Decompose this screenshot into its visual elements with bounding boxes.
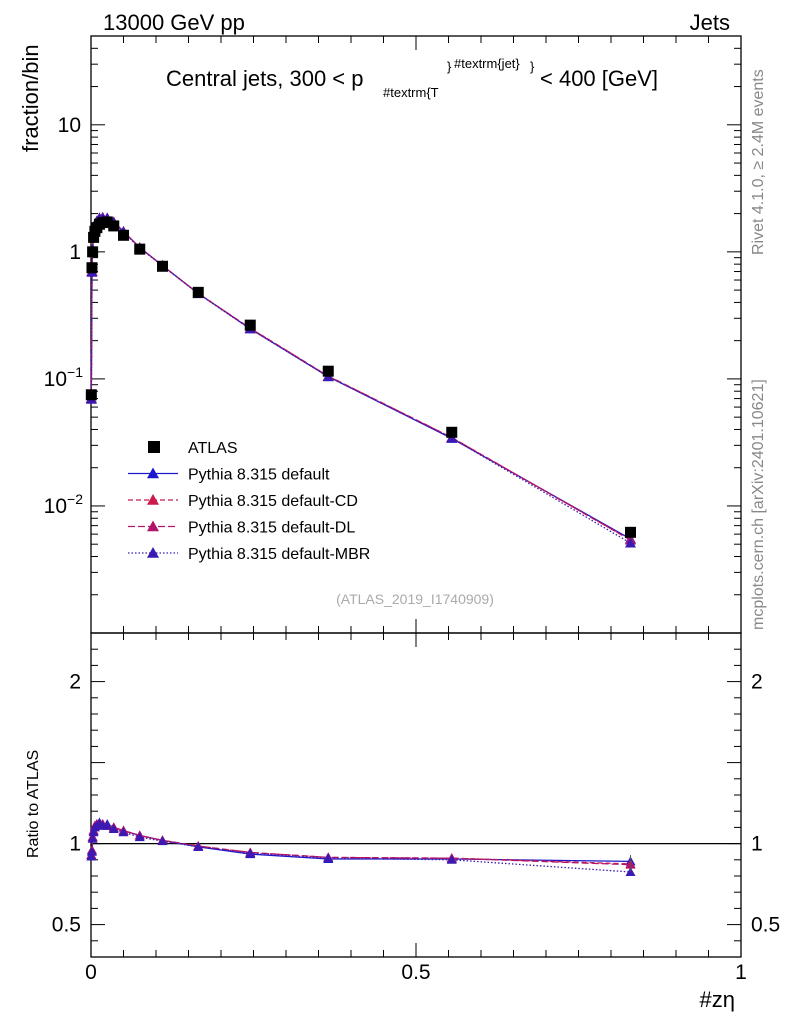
ratio-panel-frame (90, 632, 742, 958)
atlas-data-point (87, 246, 99, 258)
main-title-bracket-close: } (530, 59, 535, 74)
atlas-data-point (157, 260, 168, 272)
main-y-tick-label: 10−1 (44, 364, 84, 391)
main-title-bracket-open: } (447, 59, 452, 74)
atlas-data-point (85, 389, 97, 401)
ratio-axis-ticks: 0.5 0.5 1 1 2 2 0 0.5 1 (52, 632, 780, 984)
legend-entry: Pythia 8.315 default-CD (128, 493, 358, 510)
x-tick-label: 1 (735, 961, 747, 984)
legend-entry: Pythia 8.315 default-DL (128, 520, 355, 537)
legend-label: Pythia 8.315 default-DL (188, 520, 355, 537)
ratio-series-marker (193, 841, 204, 851)
rivet-version-label: Rivet 4.1.0, ≥ 2.4M events (750, 69, 767, 255)
ratio-series-marker (446, 854, 457, 864)
ratio-y-tick-label: 0.5 (52, 914, 81, 937)
header-energy: 13000 GeV pp (103, 10, 245, 35)
x-tick-label: 0 (85, 961, 97, 984)
ratio-y-tick-label: 1 (69, 833, 81, 856)
atlas-data-point (322, 365, 334, 377)
main-series-line (90, 216, 631, 541)
ratio-series-line (90, 821, 631, 863)
ratio-series-marker (323, 853, 334, 863)
legend-label: Pythia 8.315 default-CD (188, 493, 358, 510)
main-title-suffix: < 400 [GeV] (540, 66, 658, 91)
legend-marker-triangle (147, 494, 159, 505)
atlas-data-point (244, 319, 256, 331)
atlas-data-point (86, 262, 98, 274)
main-series-marker (625, 537, 636, 548)
ratio-series-marker (86, 851, 97, 861)
ratio-series-marker (625, 866, 636, 876)
legend-marker-triangle (147, 520, 159, 532)
legend-marker-triangle (147, 467, 159, 479)
atlas-data-point (101, 216, 113, 228)
main-series-line (90, 216, 631, 540)
x-tick-label: 0.5 (401, 961, 430, 984)
ratio-y-tick-label: 2 (69, 671, 81, 694)
main-y-axis-label: fraction/bin (18, 44, 43, 152)
legend-label: ATLAS (188, 440, 238, 457)
header-category: Jets (690, 10, 730, 35)
main-series-line (90, 216, 631, 541)
main-y-tick-label: 10−2 (44, 491, 84, 518)
atlas-data-point (118, 229, 129, 241)
main-series-layer (85, 211, 636, 548)
ratio-series-marker (102, 820, 113, 830)
ratio-series-marker (134, 832, 145, 842)
ratio-y-tick-label-right: 1 (751, 833, 763, 856)
atlas-data-point (88, 231, 100, 243)
legend-label: Pythia 8.315 default (188, 467, 330, 484)
ratio-series-marker (108, 824, 119, 834)
main-y-tick-label: 1 (69, 241, 81, 264)
legend-entry: Pythia 8.315 default (128, 467, 330, 484)
ratio-series-layer (86, 817, 636, 876)
mcplots-label: mcplots.cern.ch [arXiv:2401.10621] (750, 379, 767, 630)
main-panel-frame (90, 35, 742, 634)
ratio-series-marker (245, 848, 256, 858)
x-axis-label: #zη (700, 987, 735, 1012)
ratio-y-axis-label: Ratio to ATLAS (25, 750, 42, 858)
legend: ATLAS Pythia 8.315 default Pythia 8.315 de… (128, 440, 370, 563)
atlas-data-point (108, 220, 120, 232)
legend-entry: Pythia 8.315 default-MBR (128, 546, 370, 563)
ratio-y-tick-label-right: 0.5 (751, 914, 780, 937)
ratio-y-tick-label-right: 2 (751, 671, 763, 694)
ratio-series-marker (88, 827, 99, 837)
ratio-series-marker (87, 833, 98, 843)
atlas-data-point (134, 243, 146, 255)
main-title-prefix: Central jets, 300 < p (166, 66, 364, 91)
main-title: Central jets, 300 < p #textrm{T } #textr… (166, 56, 658, 100)
atlas-data-point (625, 526, 636, 538)
legend-marker-square (148, 441, 160, 453)
legend-marker-triangle (147, 547, 159, 558)
ratio-series-line (90, 823, 631, 873)
legend-label: Pythia 8.315 default-MBR (188, 546, 370, 563)
main-title-subscript: #textrm{T (383, 85, 439, 100)
ratio-series-marker (86, 846, 97, 856)
ratio-series-marker (118, 827, 129, 837)
main-axis-ticks: 10 1 10−1 10−2 (44, 35, 742, 634)
atlas-data-point (192, 286, 204, 298)
legend-entry: ATLAS (148, 440, 238, 457)
analysis-watermark: (ATLAS_2019_I1740909) (336, 591, 494, 607)
ratio-series-marker (157, 836, 168, 846)
atlas-data-point (446, 426, 458, 438)
main-title-superscript: #textrm{jet} (454, 56, 520, 71)
main-y-tick-label: 10 (58, 114, 81, 137)
